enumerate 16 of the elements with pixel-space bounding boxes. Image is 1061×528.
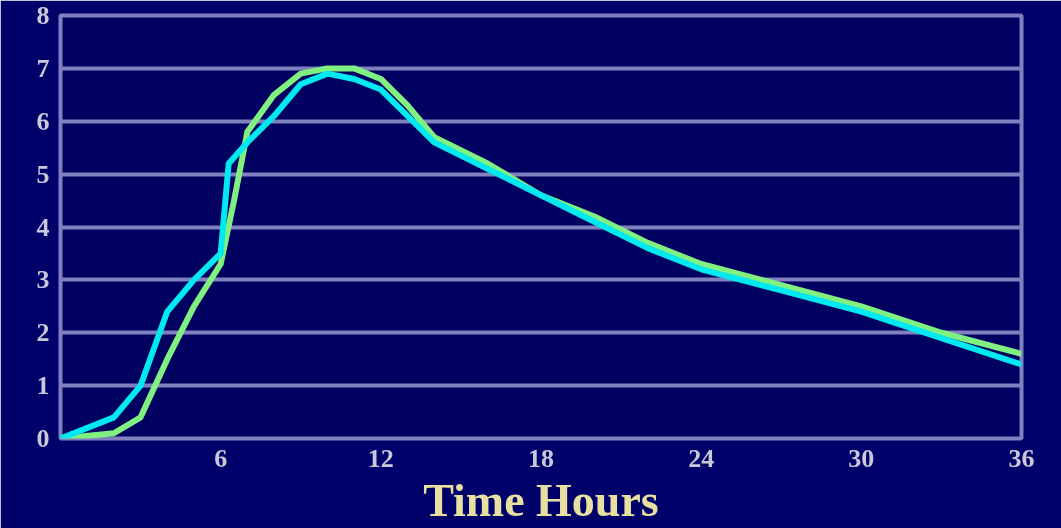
x-tick-label: 24	[688, 443, 715, 473]
y-tick-label: 5	[36, 159, 50, 189]
x-tick-label: 12	[367, 443, 394, 473]
x-tick-label: 36	[1008, 443, 1035, 473]
x-tick-label: 6	[214, 443, 228, 473]
y-tick-label: 8	[36, 1, 50, 30]
y-tick-label: 3	[36, 265, 50, 295]
y-tick-label: 0	[36, 424, 50, 453]
y-tick-label: 7	[36, 53, 50, 83]
y-tick-label: 1	[36, 371, 50, 401]
x-tick-label: 30	[848, 443, 875, 473]
y-tick-label: 6	[36, 106, 50, 136]
x-axis-title: Time Hours	[423, 474, 659, 526]
y-tick-label: 4	[36, 212, 50, 242]
x-tick-label: 18	[528, 443, 554, 473]
y-tick-label: 2	[36, 318, 50, 348]
